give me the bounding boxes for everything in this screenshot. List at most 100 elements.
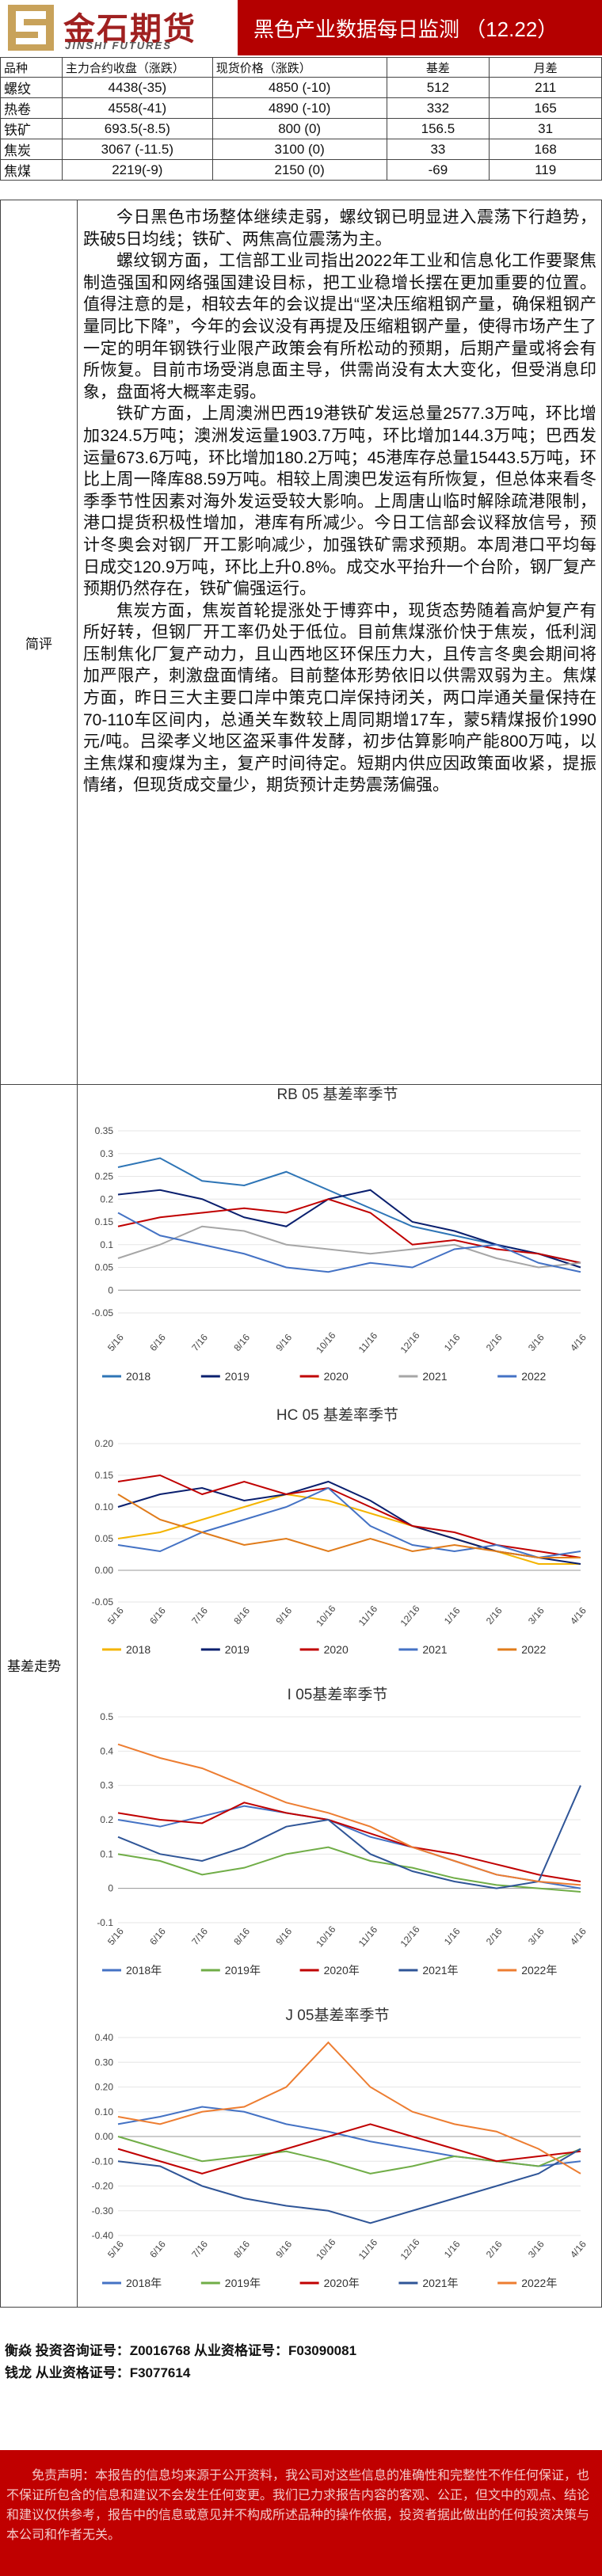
row-basis: 512 — [386, 77, 490, 98]
series-line — [117, 1805, 581, 1889]
y-tick-label: 0.30 — [95, 2057, 114, 2068]
x-tick-label: 2/16 — [484, 1332, 505, 1353]
commentary-paragraph: 今日黑色市场整体继续走弱，螺纹钢已明显进入震荡下行趋势，跌破5日均线；铁矿、两焦… — [83, 208, 596, 249]
x-tick-label: 8/16 — [231, 1332, 252, 1353]
x-tick-label: 1/16 — [442, 1605, 463, 1627]
analyst-line-2: 钱龙 从业资格证号：F3077614 — [5, 2365, 191, 2380]
legend-label: 2022 — [521, 1643, 546, 1656]
y-tick-label: 0.15 — [95, 1470, 114, 1481]
row-variety: 热卷 — [0, 97, 63, 119]
y-tick-label: 0.1 — [100, 1848, 113, 1859]
x-tick-label: 6/16 — [147, 1332, 168, 1353]
y-tick-label: 0.00 — [95, 2131, 114, 2142]
table-row: 焦煤 2219(-9) 2150 (0) -69 119 — [0, 159, 602, 181]
x-tick-label: 7/16 — [189, 1926, 210, 1947]
col-header: 基差 — [386, 57, 490, 78]
y-tick-label: -0.05 — [92, 1596, 114, 1608]
y-tick-label: -0.30 — [92, 2205, 114, 2216]
table-row: 螺纹 4438(-35) 4850 (-10) 512 211 — [0, 77, 602, 98]
legend-label: 2018年 — [126, 2277, 162, 2289]
x-tick-label: 8/16 — [231, 2239, 252, 2260]
report-title-text: 黑色产业数据每日监测 （12.22） — [253, 17, 558, 41]
y-tick-label: 0.5 — [100, 1711, 113, 1722]
x-tick-label: 4/16 — [568, 2239, 589, 2260]
x-tick-label: 2/16 — [484, 1926, 505, 1947]
row-spot: 4850 (-10) — [211, 77, 387, 98]
x-tick-label: 12/16 — [398, 1330, 422, 1355]
table-header-row: 品种 主力合约收盘（涨跌） 现货价格（涨跌） 基差 月差 — [0, 57, 602, 78]
series-line — [117, 1493, 581, 1558]
logo-text-en: JINSHI FUTURES — [65, 40, 172, 51]
y-tick-label: 0.2 — [100, 1193, 113, 1204]
y-tick-label: 0.20 — [95, 1438, 114, 1449]
y-tick-label: 0.35 — [95, 1125, 114, 1136]
x-tick-label: 3/16 — [526, 1605, 547, 1627]
y-tick-label: 0.00 — [95, 1565, 114, 1576]
chart-title: J 05基差率季节 — [286, 2007, 390, 2024]
x-tick-label: 2/16 — [484, 2239, 505, 2260]
commentary-paragraph: 螺纹钢方面，工信部工业司指出2022年工业和信息化工作要聚焦制造强国和网络强国建… — [83, 252, 596, 401]
x-tick-label: 2/16 — [484, 1605, 505, 1627]
series-line — [117, 1743, 581, 1886]
x-tick-label: 12/16 — [398, 1923, 422, 1949]
x-tick-label: 5/16 — [105, 1332, 126, 1353]
x-tick-label: 5/16 — [105, 2239, 126, 2260]
legend-label: 2018年 — [126, 1964, 162, 1977]
col-header: 主力合约收盘（涨跌） — [61, 57, 213, 78]
i-basis-chart: I 05基差率季节 0.5 0.4 0.3 0.2 0.1 0 -0.15/16 6/16 7/1… — [97, 1686, 589, 1977]
basis-section: 基差走势 RB 05 基差率季节 0.35 0.3 0.25 0.2 0.15 0.1 0.0… — [0, 1083, 602, 2308]
table-row: 热卷 4558(-41) 4890 (-10) 332 165 — [0, 97, 602, 119]
row-close: 693.5(-8.5) — [61, 118, 213, 139]
x-tick-label: 10/16 — [314, 2236, 337, 2262]
row-variety: 铁矿 — [0, 118, 63, 139]
x-tick-label: 6/16 — [147, 1926, 168, 1947]
row-variety: 螺纹 — [0, 77, 63, 98]
j-basis-chart: J 05基差率季节 0.40 0.30 0.20 0.10 0.00 -0.10 -0.20 -… — [92, 2007, 589, 2289]
x-tick-label: 3/16 — [526, 1926, 547, 1947]
legend-label: 2020年 — [324, 2277, 360, 2289]
row-basis: 33 — [386, 139, 490, 160]
legend-label: 2018 — [126, 1370, 150, 1383]
row-basis: 332 — [386, 97, 490, 119]
row-variety: 焦炭 — [0, 139, 63, 160]
row-spot: 4890 (-10) — [211, 97, 387, 119]
x-tick-label: 10/16 — [314, 1330, 337, 1355]
legend-label: 2021年 — [422, 2277, 458, 2289]
x-tick-label: 12/16 — [398, 1603, 422, 1628]
x-tick-label: 10/16 — [314, 1923, 337, 1949]
x-tick-label: 3/16 — [526, 1332, 547, 1353]
legend-label: 2020年 — [324, 1964, 360, 1977]
series-line — [117, 1198, 581, 1264]
commentary-paragraph: 焦炭方面，焦炭首轮提涨处于博弈中，现货态势随着高炉复产有所好转，但钢厂开工率仍处… — [83, 601, 596, 795]
series-line — [117, 1225, 581, 1269]
x-tick-label: 11/16 — [356, 1330, 380, 1356]
col-header: 现货价格（涨跌） — [211, 57, 387, 78]
chart-title: HC 05 基差率季节 — [276, 1406, 398, 1424]
y-tick-label: -0.1 — [97, 1917, 113, 1928]
y-tick-label: 0.05 — [95, 1533, 114, 1544]
x-tick-label: 7/16 — [189, 1605, 210, 1627]
legend-label: 2019 — [225, 1370, 250, 1383]
y-tick-label: -0.10 — [92, 2156, 114, 2167]
x-tick-label: 9/16 — [273, 1332, 294, 1353]
legend-label: 2022年 — [521, 2277, 557, 2289]
series-line — [117, 1474, 581, 1558]
commentary-section: 简评 今日黑色市场整体继续走弱，螺纹钢已明显进入震荡下行趋势，跌破5日均线；铁矿… — [0, 200, 602, 1085]
logo-text-cn: 金石期货 — [63, 11, 196, 48]
x-tick-label: 8/16 — [231, 1926, 252, 1947]
basis-label: 基差走势 — [7, 1659, 61, 1674]
series-line — [117, 1212, 581, 1273]
col-header: 品种 — [0, 57, 63, 78]
y-tick-label: 0.20 — [95, 2082, 114, 2093]
table-row: 焦炭 3067 (-11.5) 3100 (0) 33 168 — [0, 139, 602, 160]
series-line — [117, 1802, 581, 1882]
price-table: 品种 主力合约收盘（涨跌） 现货价格（涨跌） 基差 月差 螺纹 4438(-35… — [0, 57, 602, 181]
disclaimer-text: 免责声明：本报告的信息均来源于公开资料，我公司对这些信息的准确性和完整性不作任何… — [6, 2469, 590, 2542]
row-spot: 3100 (0) — [211, 139, 387, 160]
legend-label: 2021年 — [422, 1964, 458, 1977]
commentary-label: 简评 — [1, 200, 78, 1084]
row-spot: 2150 (0) — [211, 159, 387, 181]
basis-label-cell: 基差走势 — [1, 1083, 78, 2307]
logo-mark-icon — [8, 5, 54, 51]
row-variety: 焦煤 — [0, 159, 63, 181]
